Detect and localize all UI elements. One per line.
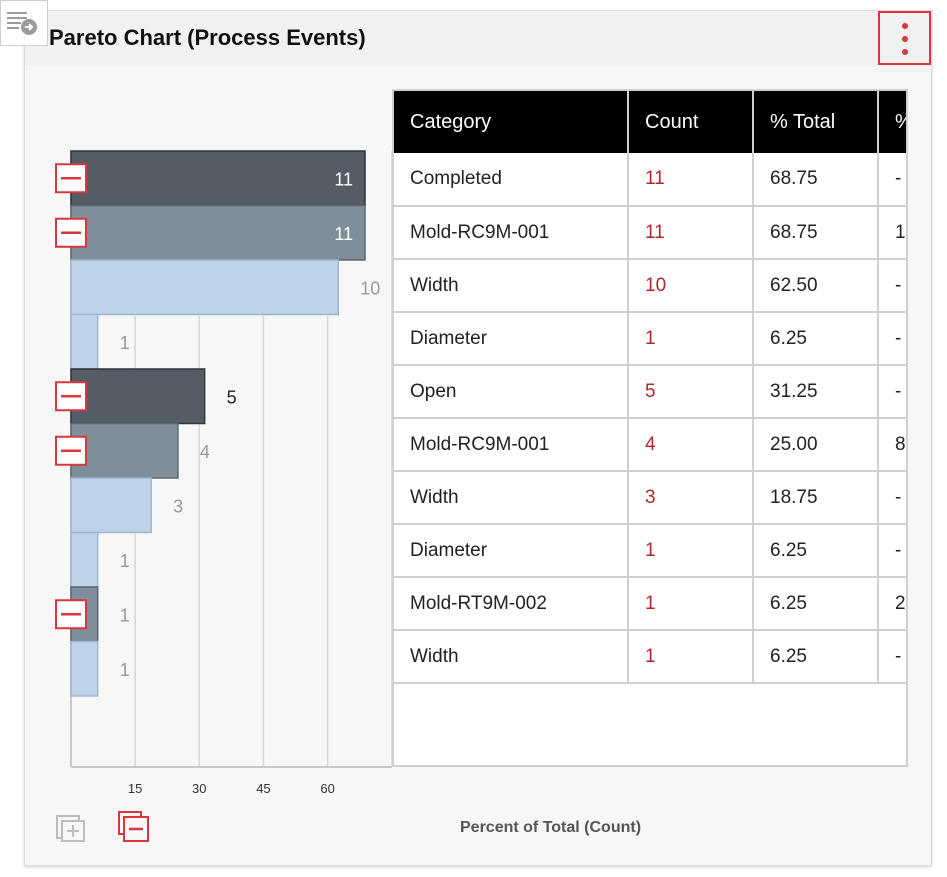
bar-value-label: 11	[334, 224, 353, 244]
percent-cell: -	[878, 524, 906, 578]
menu-dot-icon	[902, 23, 908, 29]
bar-2	[70, 204, 366, 261]
bar-value-label: 1	[120, 605, 130, 625]
percent-total-cell: 18.75	[753, 471, 879, 525]
count-cell: 4	[628, 418, 754, 472]
table-row[interactable]: Diameter 1 6.25-	[394, 312, 906, 366]
count-cell: 3	[628, 471, 754, 525]
column-header[interactable]: Count	[628, 91, 754, 153]
percent-cell: -	[878, 259, 906, 313]
collapse-all-button[interactable]	[118, 811, 152, 848]
more-options-button[interactable]	[878, 11, 931, 65]
table-row[interactable]: Width 10 62.50-	[394, 259, 906, 313]
bar-6	[70, 422, 179, 479]
count-cell: 10	[628, 259, 754, 313]
bar-value-label: 3	[173, 496, 183, 516]
count-cell: 11	[628, 153, 754, 207]
bar-value-label: 1	[120, 333, 130, 353]
percent-total-cell: 68.75	[753, 206, 879, 260]
percent-total-cell: 6.25	[753, 630, 879, 684]
percent-cell: -	[878, 365, 906, 419]
bar-8	[70, 531, 99, 588]
collapse-all-icon	[118, 811, 149, 842]
percent-total-cell: 62.50	[753, 259, 879, 313]
category-cell: Width	[394, 259, 629, 313]
category-cell: Mold-RC9M-001	[394, 418, 629, 472]
count-cell: 1	[628, 630, 754, 684]
table-row[interactable]: Diameter 1 6.25-	[394, 524, 906, 578]
bar-7	[70, 477, 152, 534]
category-cell: Width	[394, 630, 629, 684]
count-cell: 5	[628, 365, 754, 419]
bar-5	[70, 368, 206, 425]
category-cell: Mold-RT9M-002	[394, 577, 629, 631]
collapse-panel-icon[interactable]	[0, 0, 48, 46]
count-cell: 1	[628, 312, 754, 366]
menu-dot-icon	[902, 49, 908, 55]
category-cell: Width	[394, 471, 629, 525]
category-cell: Diameter	[394, 524, 629, 578]
expand-all-button[interactable]	[56, 815, 88, 848]
percent-total-cell: 25.00	[753, 418, 879, 472]
bar-value-label: 1	[120, 551, 130, 571]
percent-cell: 20	[878, 577, 906, 631]
percent-cell: -	[878, 630, 906, 684]
count-cell: 1	[628, 524, 754, 578]
percent-cell: -	[878, 312, 906, 366]
percent-total-cell: 6.25	[753, 524, 879, 578]
percent-cell: -	[878, 471, 906, 525]
count-cell: 1	[628, 577, 754, 631]
x-tick-label: 30	[192, 781, 206, 796]
bar-value-label: 10	[360, 278, 380, 298]
bar-4	[70, 313, 99, 370]
table-row[interactable]: Open 5 31.25-	[394, 365, 906, 419]
column-header[interactable]: % Total	[753, 91, 879, 153]
x-tick-label: 60	[320, 781, 334, 796]
percent-total-cell: 31.25	[753, 365, 879, 419]
count-cell: 11	[628, 206, 754, 260]
percent-cell: -	[878, 153, 906, 207]
percent-total-cell: 68.75	[753, 153, 879, 207]
category-cell: Diameter	[394, 312, 629, 366]
pareto-chart-card: Pareto Chart (Process Events) 15 30 45 60 11…	[24, 10, 932, 866]
card-header: Pareto Chart (Process Events)	[25, 11, 931, 66]
bar-3	[70, 259, 340, 316]
x-tick-label: 45	[256, 781, 270, 796]
table-row[interactable]: Completed 11 68.75-	[394, 153, 906, 207]
bar-10	[70, 640, 99, 697]
percent-cell: 80	[878, 418, 906, 472]
table-row[interactable]: Width 3 18.75-	[394, 471, 906, 525]
menu-dot-icon	[902, 36, 908, 42]
bar-value-label: 5	[227, 387, 237, 407]
chart-title: Pareto Chart (Process Events)	[49, 25, 366, 50]
bar-value-label: 11	[334, 169, 353, 189]
category-cell: Open	[394, 365, 629, 419]
expand-all-icon	[56, 815, 85, 842]
column-header[interactable]: Category	[394, 91, 629, 153]
category-cell: Mold-RC9M-001	[394, 206, 629, 260]
x-axis-title: Percent of Total (Count)	[460, 819, 642, 836]
percent-total-cell: 6.25	[753, 577, 879, 631]
category-cell: Completed	[394, 153, 629, 207]
percent-total-cell: 6.25	[753, 312, 879, 366]
table-row[interactable]: Width 1 6.25-	[394, 630, 906, 684]
x-tick-label: 15	[128, 781, 142, 796]
bar-value-label: 4	[200, 442, 210, 462]
percent-cell: 100	[878, 206, 906, 260]
column-header[interactable]: %	[878, 91, 906, 153]
bar-1	[70, 150, 366, 207]
bar-value-label: 1	[120, 660, 130, 680]
